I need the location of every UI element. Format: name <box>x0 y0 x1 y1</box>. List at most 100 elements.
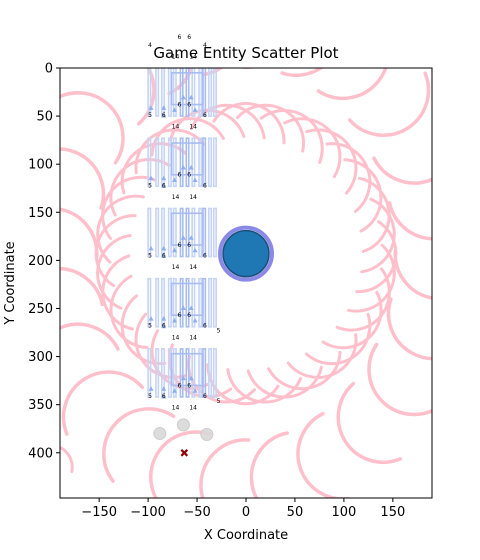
triangle-marker <box>172 388 178 393</box>
number-label: 6 <box>203 323 207 330</box>
blue-rect <box>191 207 196 258</box>
pink-arc <box>321 290 383 350</box>
y-tick-label: 100 <box>28 158 53 173</box>
pink-arc <box>109 158 171 217</box>
number-label: 5 <box>217 398 221 405</box>
pink-arc <box>101 254 134 331</box>
blue-rect <box>147 277 152 328</box>
rect-layer <box>147 68 217 398</box>
pink-arc <box>283 117 342 179</box>
triangle-marker <box>148 386 154 391</box>
blue-rect <box>147 207 152 258</box>
triangle-marker <box>192 317 198 323</box>
blue-rect <box>212 207 217 258</box>
triangle-marker <box>188 375 194 381</box>
pink-arc <box>60 91 125 165</box>
blue-rect <box>191 137 196 188</box>
triangle-marker <box>188 235 194 240</box>
y-tick-label: 50 <box>36 110 53 125</box>
pink-arc <box>61 370 145 436</box>
triangle-marker <box>161 245 167 251</box>
blue-rect <box>198 207 203 258</box>
blue-rect <box>155 68 160 117</box>
triangle-marker <box>148 105 154 110</box>
blue-rect <box>170 72 204 106</box>
triangle-marker <box>161 393 167 399</box>
pink-arc <box>150 117 225 157</box>
blue-rect <box>155 207 160 258</box>
pink-arc <box>358 176 391 253</box>
blue-rect <box>172 137 177 188</box>
blue-rect <box>208 277 213 328</box>
triangle-marker <box>148 245 154 251</box>
triangle-marker <box>161 175 167 181</box>
pink-arc <box>60 147 106 210</box>
blue-rect <box>212 277 217 328</box>
player-marker <box>222 229 270 278</box>
blue-rect <box>185 207 190 258</box>
blue-rect <box>179 68 184 117</box>
pink-arc <box>136 68 156 126</box>
pink-arc <box>267 350 342 391</box>
y-tick-label: 250 <box>28 302 53 317</box>
triangle-marker <box>148 175 154 181</box>
number-label: 6 <box>187 101 191 108</box>
blue-rect <box>167 207 172 258</box>
pink-arc <box>60 266 105 307</box>
number-label: 14 <box>172 194 180 201</box>
number-label: 6 <box>162 182 166 189</box>
pink-arc <box>60 322 120 351</box>
chart-title: Game Entity Scatter Plot <box>153 44 338 62</box>
x-tick-label: −100 <box>130 505 166 520</box>
x-tick-label: −50 <box>183 505 210 520</box>
blue-rect <box>191 277 196 328</box>
pink-arc <box>296 411 351 498</box>
number-label: 14 <box>189 334 197 341</box>
triangle-marker <box>188 165 194 170</box>
x-tick-label: 100 <box>331 505 356 520</box>
pink-arc <box>280 68 324 77</box>
number-label: 6 <box>178 172 182 179</box>
triangle-marker <box>161 105 167 110</box>
pink-arc <box>372 156 432 185</box>
number-label: 14 <box>189 404 197 411</box>
blue-rect <box>147 137 152 188</box>
number-label: 4 <box>203 42 207 49</box>
y-tick-label: 200 <box>28 254 53 269</box>
triangle-marker <box>180 94 186 100</box>
pink-arc <box>386 297 432 361</box>
blue-rect <box>155 277 160 328</box>
number-label: 14 <box>172 404 180 411</box>
blue-rect <box>172 348 177 398</box>
pink-arc <box>203 68 224 77</box>
blue-rect <box>185 137 190 188</box>
pink-arc <box>60 445 74 474</box>
number-label: 14 <box>172 264 180 271</box>
gray-circle <box>200 428 214 442</box>
number-label: 6 <box>162 112 166 119</box>
number-label: 6 <box>203 253 207 260</box>
number-label: 14 <box>172 124 180 131</box>
triangle-marker <box>172 177 178 183</box>
number-label: 5 <box>148 393 152 400</box>
blue-rect <box>191 68 196 117</box>
plot-frame <box>59 67 433 499</box>
triangle-marker <box>180 375 186 381</box>
number-label: 6 <box>178 312 182 319</box>
y-tick-label: 0 <box>45 62 53 77</box>
blue-rect <box>172 277 177 328</box>
blue-rect <box>208 348 213 398</box>
blue-rect <box>185 348 190 398</box>
blue-rect <box>179 277 184 328</box>
x-tick-label: −150 <box>81 505 117 520</box>
triangle-marker <box>180 235 186 240</box>
x-tick-label: 50 <box>287 505 304 520</box>
number-label: 6 <box>178 242 182 249</box>
x-axis-ticks: −150 −100 −50 0 50 100 150 <box>81 498 405 520</box>
pink-arc <box>109 274 149 350</box>
number-label: 14 <box>172 53 180 60</box>
number-label: 6 <box>178 101 182 108</box>
pink-arc <box>335 267 391 332</box>
blue-rect <box>198 348 203 398</box>
